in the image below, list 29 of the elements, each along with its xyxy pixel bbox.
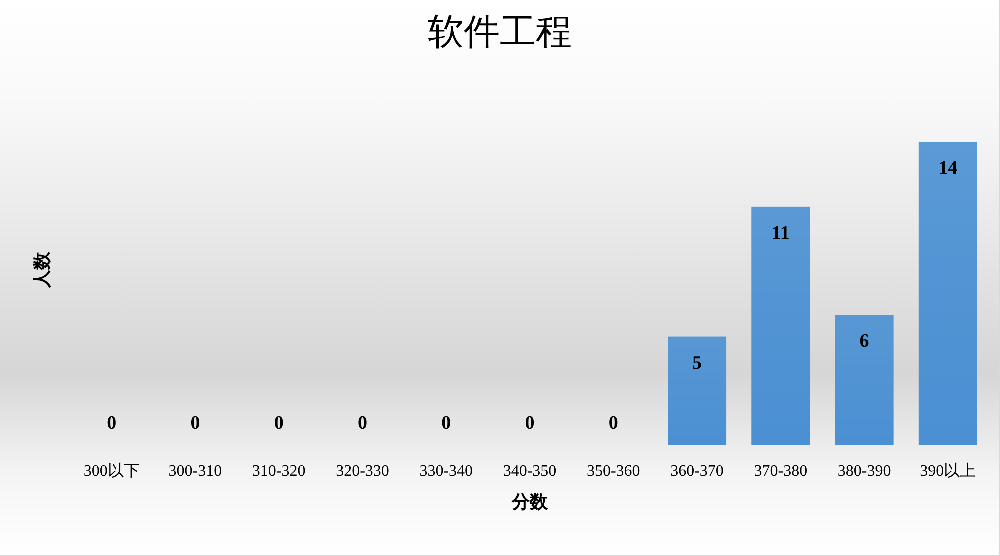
data-label: 6 xyxy=(860,331,870,352)
x-axis-title: 分数 xyxy=(511,492,549,512)
x-tick-label: 300-310 xyxy=(168,463,222,480)
bar xyxy=(835,315,894,445)
bar xyxy=(752,206,810,445)
data-label: 0 xyxy=(525,413,535,434)
data-label: 0 xyxy=(274,413,284,434)
x-tick-label: 330-340 xyxy=(420,463,474,480)
x-tick-label: 310-320 xyxy=(252,463,306,480)
data-label: 0 xyxy=(190,413,200,434)
data-label: 14 xyxy=(938,158,958,179)
data-label: 0 xyxy=(358,413,368,434)
x-tick-label: 300以下 xyxy=(84,462,140,480)
data-label: 5 xyxy=(692,352,702,374)
x-tick-label: 390以上 xyxy=(920,462,976,480)
data-label: 0 xyxy=(608,413,618,434)
x-tick-label: 350-360 xyxy=(586,463,640,480)
bar xyxy=(668,336,727,445)
bar xyxy=(918,142,978,445)
data-label: 11 xyxy=(772,222,790,244)
x-tick-label: 340-350 xyxy=(503,463,557,480)
x-tick-label: 320-330 xyxy=(336,463,390,480)
chart-title: 软件工程 xyxy=(428,11,572,52)
data-label: 0 xyxy=(442,413,452,434)
x-tick-label: 380-390 xyxy=(838,463,892,480)
y-axis-title: 人数 xyxy=(32,251,52,289)
data-label: 0 xyxy=(107,413,117,434)
x-tick-label: 360-370 xyxy=(670,463,724,480)
x-tick-label: 370-380 xyxy=(754,463,808,480)
